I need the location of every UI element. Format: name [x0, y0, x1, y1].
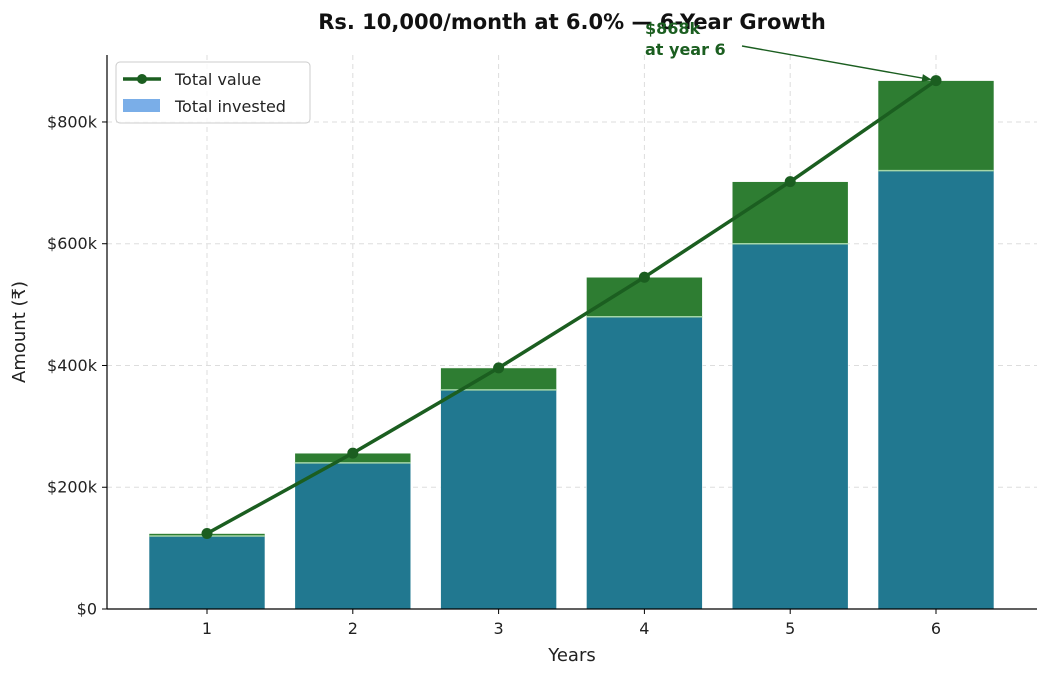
annotation-caption: at year 6 — [645, 40, 726, 59]
total-value-line-group — [201, 75, 942, 540]
annotation-value: $868k — [645, 19, 701, 38]
chart-title: Rs. 10,000/month at 6.0% — 6-Year Growth — [318, 10, 826, 34]
y-tick-label: $800k — [47, 112, 98, 131]
legend-label-total-value: Total value — [174, 70, 261, 89]
total-value-point — [493, 362, 505, 374]
bar-invested — [877, 170, 995, 610]
total-value-point — [784, 176, 796, 188]
axes — [106, 55, 1037, 610]
legend-swatch-total-invested — [123, 99, 160, 112]
x-tick-label: 5 — [785, 619, 795, 638]
y-tick-label: $200k — [47, 478, 98, 497]
legend-marker-total-value — [137, 74, 147, 84]
total-value-point — [347, 447, 359, 459]
bar-invested — [731, 243, 849, 610]
bar-growth — [731, 181, 849, 245]
total-value-line — [206, 79, 937, 536]
bar-invested — [294, 462, 412, 610]
y-tick-label: $600k — [47, 234, 98, 253]
total-value-point — [201, 528, 213, 540]
bar-growth — [586, 276, 703, 318]
y-tick-label: $0 — [77, 600, 97, 619]
x-tick-label: 2 — [348, 619, 358, 638]
bar-growth — [877, 80, 995, 171]
x-tick-label: 3 — [494, 619, 504, 638]
x-axis-label: Years — [547, 645, 596, 666]
x-tick-label: 6 — [931, 619, 941, 638]
y-axis-label: Amount (₹) — [9, 281, 30, 383]
bar-invested — [440, 389, 557, 610]
annotation-arrowhead — [921, 74, 933, 83]
x-tick-label: 1 — [202, 619, 212, 638]
legend-box — [115, 61, 311, 124]
total-value-point — [930, 75, 942, 87]
annotation-arrow — [741, 45, 933, 81]
total-value-point — [638, 271, 650, 283]
y-tick-label: $400k — [47, 356, 98, 375]
bar-invested — [148, 535, 266, 610]
bar-invested — [586, 316, 703, 610]
legend: Total value Total invested — [115, 61, 311, 124]
tick-labels: $0 $200k $400k $600k $800k 1 2 3 4 5 6 — [47, 112, 941, 638]
peak-annotation: $868k at year 6 — [645, 19, 933, 83]
x-tick-label: 4 — [639, 619, 649, 638]
legend-label-total-invested: Total invested — [174, 97, 286, 116]
bars — [148, 80, 995, 610]
